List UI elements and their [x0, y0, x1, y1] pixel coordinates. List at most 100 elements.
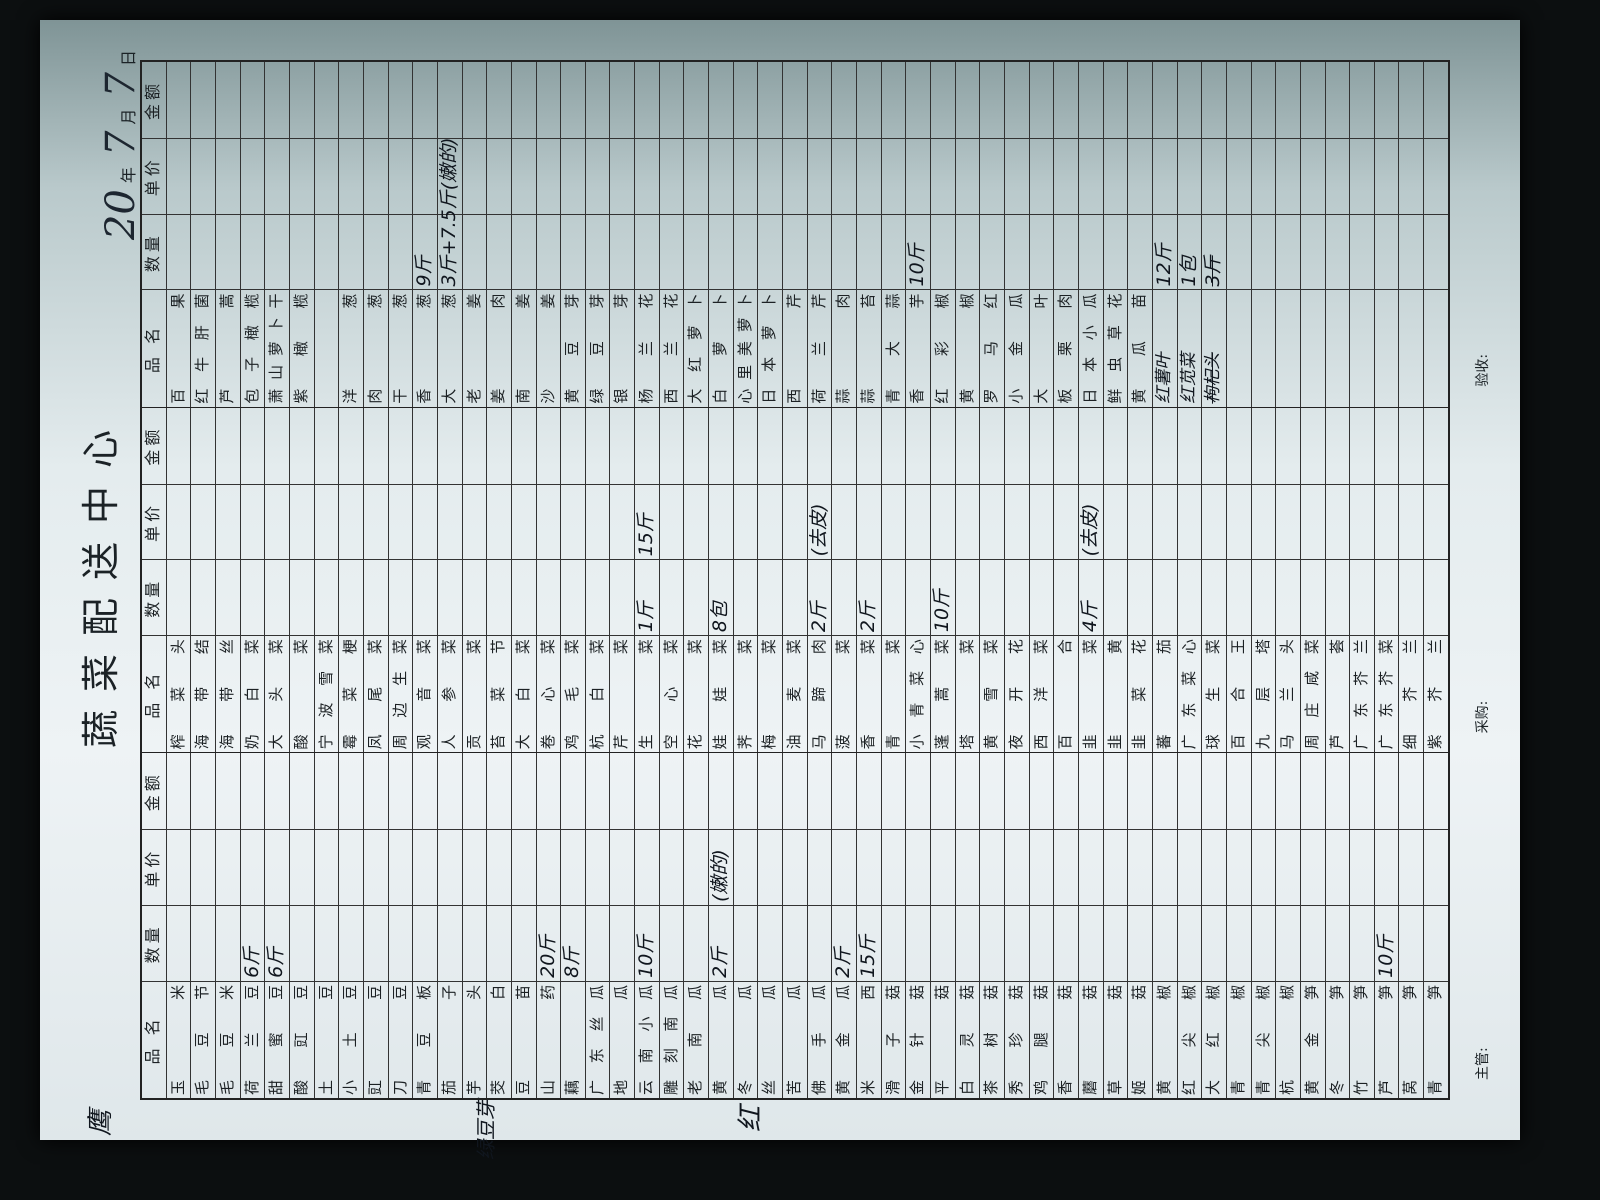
table-row: 芋头	[462, 753, 488, 1098]
item-amount	[882, 753, 906, 829]
item-qty	[1276, 559, 1300, 636]
date-month: 7	[98, 130, 144, 157]
item-qty	[807, 213, 832, 290]
item-price	[437, 829, 462, 905]
item-price	[1325, 829, 1350, 905]
item-price	[166, 483, 191, 560]
item-name: 油麦菜	[783, 635, 807, 753]
item-qty	[1325, 559, 1350, 636]
item-amount	[635, 753, 659, 829]
item-qty: 2斤	[857, 559, 881, 636]
item-amount	[389, 408, 413, 484]
table-row: 球生菜	[1202, 407, 1227, 753]
table-row: 毛豆节	[191, 753, 216, 1098]
item-amount	[857, 62, 881, 138]
item-price	[881, 483, 906, 560]
table-row: 平菇	[931, 753, 956, 1098]
table-row: 广东芥菜	[1374, 407, 1400, 753]
item-amount	[832, 408, 856, 484]
table-row: 百合	[1054, 407, 1079, 753]
table-row: 紫橄榄	[289, 61, 315, 407]
item-amount	[537, 62, 561, 138]
item-price	[1103, 829, 1128, 905]
item-amount	[1202, 62, 1226, 138]
item-amount	[1178, 62, 1202, 138]
item-qty	[363, 905, 388, 981]
table-row	[1325, 61, 1351, 407]
item-qty	[1004, 213, 1029, 290]
item-qty	[1424, 905, 1448, 981]
item-name	[1276, 289, 1300, 407]
header-name: 品 名	[142, 635, 166, 753]
item-qty	[585, 559, 610, 636]
header-price: 单价	[142, 137, 166, 214]
item-amount	[1202, 753, 1226, 829]
header-qty: 数量	[142, 559, 166, 636]
item-price	[955, 137, 980, 214]
item-amount	[684, 753, 708, 829]
item-name: 干葱	[388, 289, 413, 407]
item-qty	[1128, 905, 1152, 981]
item-amount	[758, 753, 782, 829]
item-name: 鸡毛菜	[561, 635, 585, 753]
item-qty	[561, 213, 585, 290]
table-row: 地瓜	[610, 753, 636, 1098]
table-row: 苔菜节	[487, 407, 512, 753]
table-row: 鸡毛菜	[561, 407, 586, 753]
item-amount	[882, 62, 906, 138]
item-price	[610, 483, 635, 560]
item-qty	[536, 213, 561, 290]
item-amount	[906, 408, 930, 484]
item-amount	[734, 62, 758, 138]
item-price	[980, 483, 1004, 560]
item-amount	[1399, 753, 1423, 829]
item-price	[1152, 483, 1177, 560]
table-row: 周边生菜	[388, 407, 414, 753]
item-price	[1029, 483, 1054, 560]
item-qty	[1251, 213, 1276, 290]
item-qty	[610, 213, 635, 290]
item-amount	[1054, 753, 1078, 829]
item-qty	[437, 559, 462, 636]
item-qty	[314, 559, 339, 636]
item-amount	[1301, 408, 1325, 484]
item-amount	[191, 408, 215, 484]
item-amount	[438, 62, 462, 138]
item-name: 刀豆	[388, 980, 413, 1098]
table-row: 板栗肉	[1054, 61, 1079, 407]
item-amount	[265, 408, 289, 484]
item-qty	[265, 559, 289, 636]
item-amount	[512, 62, 536, 138]
table-row: 枸杞头 3斤	[1202, 61, 1227, 407]
item-qty	[881, 905, 906, 981]
item-name	[1374, 289, 1399, 407]
header-row: 品 名数量 单价 金额	[142, 61, 167, 407]
table-row: 生菜 1斤 15斤	[635, 407, 660, 753]
table-row: 冬瓜	[733, 753, 759, 1098]
item-amount	[438, 753, 462, 829]
item-name	[1226, 289, 1251, 407]
item-qty	[585, 905, 610, 981]
item-name: 荷兰芹	[807, 289, 832, 407]
table-row: 大白菜	[511, 407, 537, 753]
item-qty	[215, 559, 240, 636]
item-qty	[487, 213, 511, 290]
item-qty	[1152, 559, 1177, 636]
item-price	[1128, 829, 1152, 905]
table-row: 姜肉	[487, 61, 512, 407]
header-row: 品 名数量 单价 金额	[142, 753, 167, 1098]
item-amount	[1326, 753, 1350, 829]
item-price	[1350, 137, 1374, 214]
table-row: 西芹	[783, 61, 808, 407]
item-qty: 10斤	[906, 213, 930, 290]
item-qty	[1276, 905, 1300, 981]
item-amount	[1079, 62, 1103, 138]
header-amount: 金额	[143, 79, 162, 120]
table-row: 荷兰芹	[807, 61, 833, 407]
item-price	[610, 137, 635, 214]
item-amount	[389, 62, 413, 138]
item-amount	[610, 408, 634, 484]
item-amount	[586, 753, 610, 829]
item-amount	[241, 753, 265, 829]
item-name: 毛豆米	[215, 980, 240, 1098]
